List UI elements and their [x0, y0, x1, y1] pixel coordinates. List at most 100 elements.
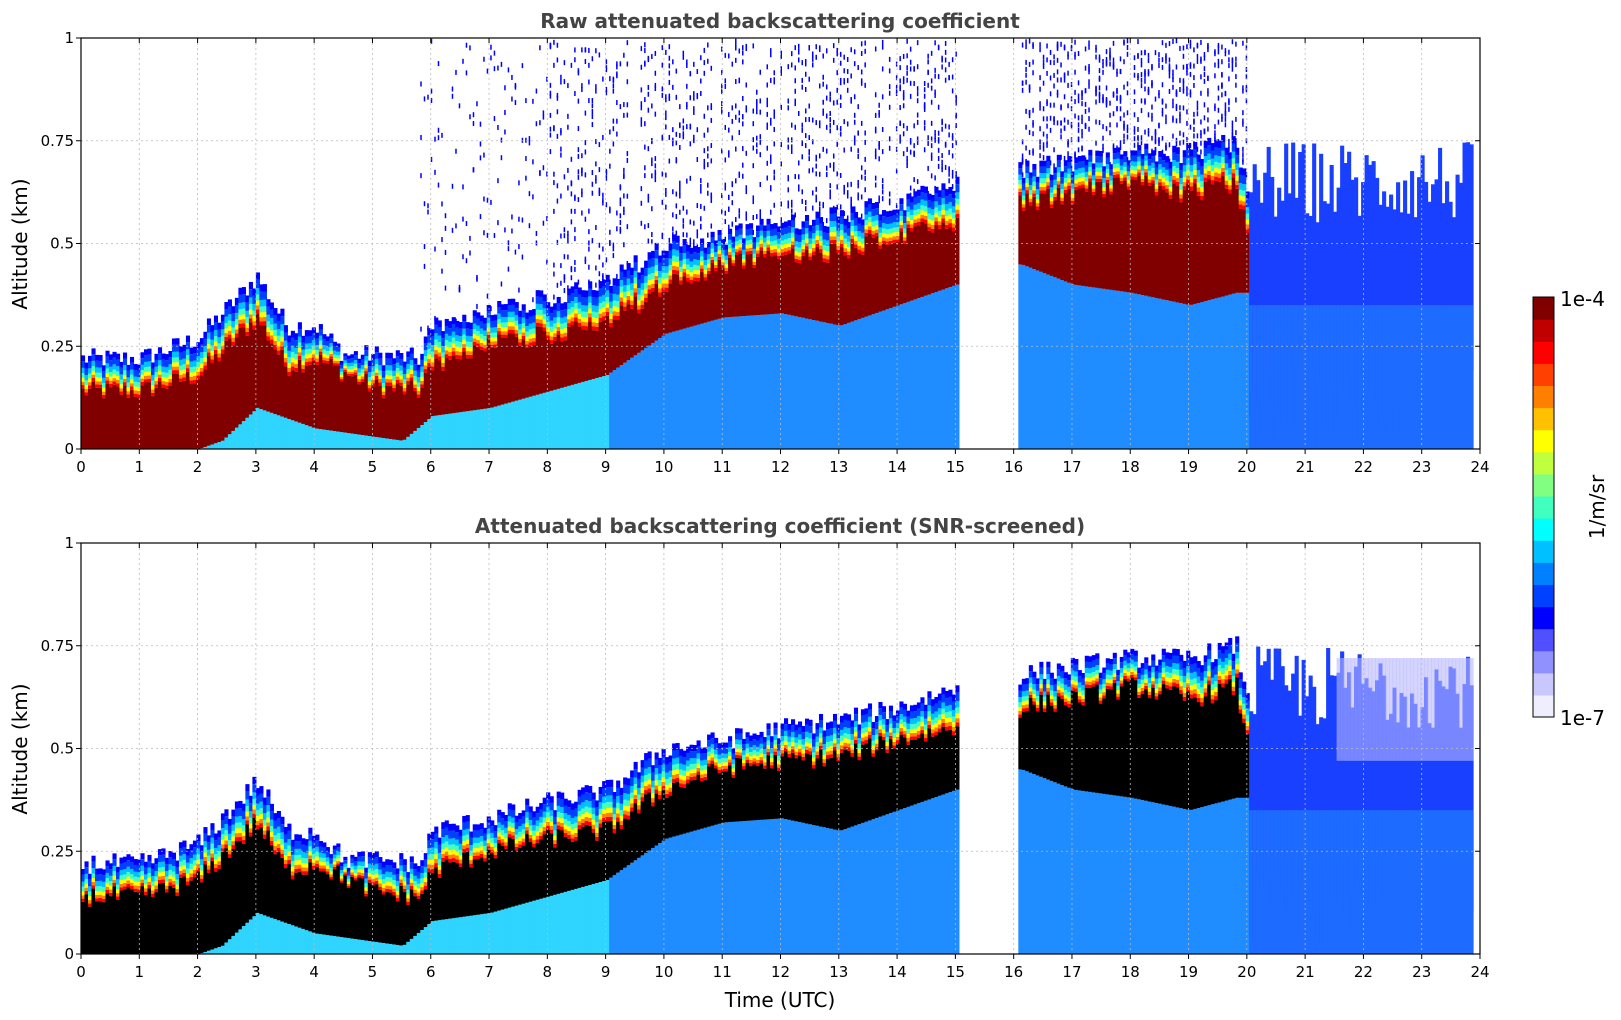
noise-speck — [1182, 132, 1185, 138]
heatmap-column — [402, 439, 407, 449]
heatmap-column — [392, 380, 397, 385]
heatmap-column — [696, 270, 701, 275]
heatmap-column — [325, 341, 330, 347]
y-tick-label: 0.25 — [41, 337, 74, 355]
noise-speck — [874, 151, 877, 157]
heatmap-column — [1214, 180, 1219, 299]
noise-speck — [1196, 53, 1199, 59]
heatmap-column — [804, 221, 810, 229]
noise-speck — [560, 146, 562, 152]
noise-speck — [728, 111, 730, 117]
heatmap-column — [346, 363, 351, 367]
heatmap-column — [1140, 178, 1145, 182]
heatmap-column — [301, 335, 306, 343]
heatmap-column — [923, 215, 928, 220]
noise-speck — [675, 131, 678, 137]
noise-speck — [1175, 141, 1178, 147]
noise-speck — [1193, 141, 1195, 147]
heatmap-column — [332, 431, 337, 449]
heatmap-column — [88, 886, 93, 892]
heatmap-column — [108, 892, 114, 897]
noise-speck — [1039, 139, 1041, 145]
heatmap-column — [797, 259, 803, 264]
heatmap-column — [927, 227, 932, 231]
x-tick-label: 7 — [484, 458, 494, 476]
heatmap-column — [273, 335, 278, 341]
noise-speck — [811, 205, 814, 211]
noise-speck — [811, 54, 814, 60]
noise-speck — [549, 112, 552, 118]
heatmap-column — [721, 239, 726, 245]
heatmap-column — [689, 247, 694, 255]
noise-speck — [731, 191, 734, 197]
heatmap-column — [451, 317, 456, 325]
noise-speck — [909, 46, 912, 52]
heatmap-column — [507, 329, 512, 334]
heatmap-column — [220, 335, 225, 341]
noise-speck — [654, 163, 657, 169]
heatmap-column — [728, 255, 733, 258]
noise-speck — [598, 187, 601, 193]
heatmap-column — [521, 398, 526, 449]
heatmap-column — [1462, 142, 1467, 369]
heatmap-column — [598, 308, 603, 314]
heatmap-column — [528, 396, 533, 449]
noise-speck — [1203, 52, 1206, 58]
heatmap-column — [1203, 168, 1208, 174]
heatmap-column — [101, 383, 107, 388]
noise-speck — [689, 124, 692, 130]
heatmap-column — [157, 378, 163, 382]
heatmap-column — [1056, 172, 1061, 178]
noise-speck — [542, 220, 545, 226]
heatmap-column — [108, 354, 114, 361]
heatmap-column — [843, 324, 848, 449]
heatmap-column — [756, 237, 761, 243]
heatmap-column — [570, 321, 575, 325]
heatmap-column — [920, 296, 925, 449]
heatmap-column — [1130, 292, 1135, 449]
heatmap-column — [140, 865, 145, 871]
noise-speck — [1042, 155, 1045, 161]
heatmap-column — [605, 290, 610, 297]
heatmap-column — [927, 213, 932, 219]
heatmap-column — [364, 345, 369, 351]
noise-speck — [1112, 145, 1115, 151]
noise-speck — [626, 157, 629, 163]
heatmap-column — [98, 355, 103, 361]
heatmap-column — [773, 223, 778, 229]
heatmap-column — [164, 354, 170, 361]
noise-speck — [1074, 113, 1076, 119]
heatmap-column — [728, 257, 733, 318]
heatmap-column — [679, 272, 684, 277]
heatmap-column — [770, 236, 775, 242]
heatmap-column — [357, 381, 362, 385]
heatmap-column — [357, 368, 362, 373]
heatmap-column — [196, 342, 201, 349]
noise-speck — [913, 123, 915, 129]
heatmap-column — [937, 204, 942, 212]
heatmap-column — [448, 413, 453, 449]
heatmap-column — [94, 868, 100, 875]
heatmap-column — [766, 250, 771, 315]
noise-speck — [1189, 149, 1192, 155]
noise-speck — [927, 190, 929, 196]
heatmap-column — [1291, 142, 1296, 369]
noise-speck — [1049, 91, 1052, 97]
noise-speck — [766, 64, 769, 70]
noise-speck — [1214, 106, 1216, 112]
noise-speck — [745, 107, 748, 113]
heatmap-column — [630, 267, 635, 276]
noise-speck — [860, 41, 863, 47]
noise-speck — [577, 174, 580, 180]
heatmap-column — [1266, 305, 1271, 449]
heatmap-column — [1123, 162, 1128, 167]
heatmap-column — [147, 348, 152, 355]
noise-speck — [1186, 44, 1188, 50]
noise-speck — [825, 95, 828, 101]
heatmap-column — [150, 881, 156, 887]
heatmap-column — [234, 324, 239, 330]
noise-speck — [682, 131, 685, 137]
heatmap-column — [1056, 184, 1061, 188]
heatmap-column — [308, 343, 313, 349]
heatmap-column — [1434, 305, 1439, 449]
